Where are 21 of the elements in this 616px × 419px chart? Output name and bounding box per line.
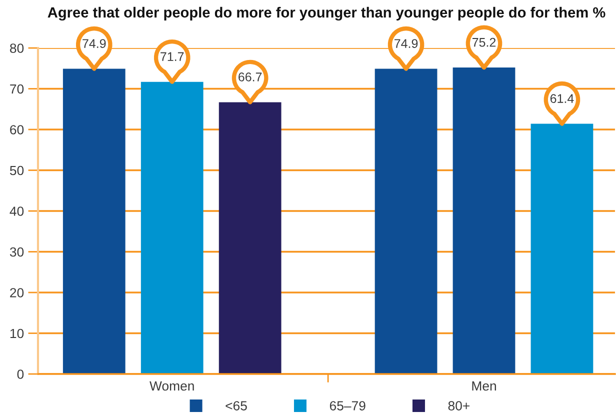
legend-label: <65	[226, 401, 247, 410]
data-label: 71.7	[160, 52, 184, 61]
legend-label: 80+	[448, 401, 470, 410]
y-tick-label: 40	[10, 206, 24, 216]
chart-title: Agree that older people do more for younger than younger people do for them %	[48, 6, 606, 21]
data-label: 74.9	[82, 39, 106, 48]
data-label: 61.4	[550, 94, 574, 103]
y-tick-label: 0	[17, 370, 24, 379]
y-tick-label: 80	[10, 44, 24, 53]
x-tick-label: Women	[150, 381, 194, 391]
y-tick-label: 60	[10, 125, 24, 134]
x-tick-label: Men	[472, 381, 496, 391]
y-tick-label: 20	[10, 288, 24, 298]
y-tick-label: 10	[10, 328, 24, 338]
y-tick-label: 70	[10, 84, 24, 94]
legend-label: 65–79	[330, 401, 366, 410]
y-tick-label: 30	[10, 247, 24, 257]
data-label: 74.9	[394, 39, 418, 48]
data-label: 75.2	[472, 38, 496, 47]
y-tick-label: 50	[10, 166, 24, 176]
data-label: 66.7	[238, 72, 262, 82]
